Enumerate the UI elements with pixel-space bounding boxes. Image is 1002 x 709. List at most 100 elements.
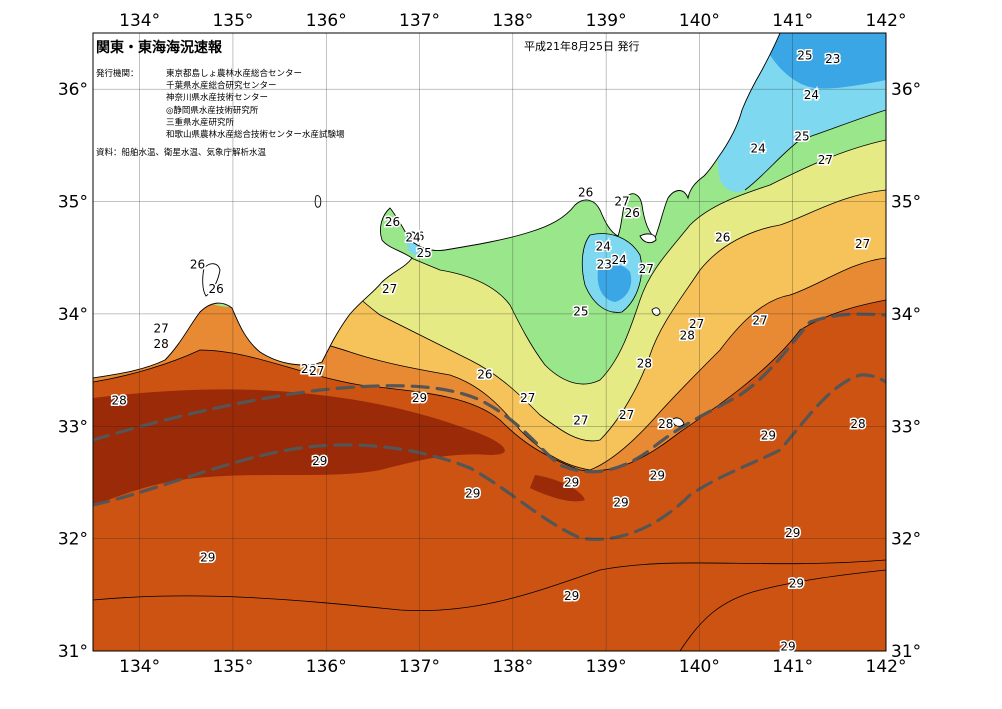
isotherm-value-label: 27: [752, 314, 767, 328]
isotherm-value-label: 27: [689, 317, 704, 331]
island: [639, 233, 657, 244]
lat-label-left: 31°: [58, 642, 88, 662]
sst-30-zone: [530, 475, 585, 502]
isotherm-value-label: 27: [520, 391, 535, 405]
isotherm-value-label: 28: [658, 417, 673, 431]
lon-label-bottom: 142°: [866, 657, 907, 677]
isotherm-value-label: 29: [761, 428, 776, 442]
isotherm-value-label: 24: [596, 239, 611, 253]
issuer-name: 千葉県水産総合研究センター: [166, 81, 277, 92]
isotherm-value-label: 29: [564, 475, 579, 489]
lon-label-top: 139°: [586, 11, 627, 31]
isotherm-value-label: 29: [785, 526, 800, 540]
lon-label-bottom: 134°: [119, 657, 160, 677]
isotherm-value-label: 29: [780, 640, 795, 654]
isotherm-value-label: 25: [794, 129, 809, 143]
lon-label-bottom: 135°: [212, 657, 253, 677]
axis-labels: 134° 134° 135° 135° 136° 136° 137° 137° 138° 138°…: [58, 11, 921, 677]
lat-label-right: 31°: [891, 642, 921, 662]
isotherm-value-label: 29: [465, 487, 480, 501]
isotherm-value-label: 28: [850, 417, 865, 431]
isotherm-value-label: 26: [409, 229, 424, 243]
isotherm-value-label: 27: [573, 414, 588, 428]
lon-label-top: 135°: [212, 11, 253, 31]
lon-label-bottom: 137°: [399, 657, 440, 677]
isotherm-value-label: 27: [818, 153, 833, 167]
lon-label-bottom: 139°: [586, 657, 627, 677]
lon-label-top: 134°: [119, 11, 160, 31]
issuer-label: 発行機関：: [96, 69, 139, 79]
isotherm-value-label: 26: [385, 215, 400, 229]
isotherm-value-label: 27: [855, 237, 870, 251]
issuer-name: 神奈川県水産技術センター: [166, 93, 269, 104]
isotherm-value-label: 29: [613, 496, 628, 510]
isotherm-value-label: 27: [619, 408, 634, 422]
isotherm-value-label: 29: [312, 454, 327, 468]
issuer-name: 東京都島しょ農林水産総合センター: [166, 69, 303, 79]
isotherm-value-label: 25: [797, 48, 812, 62]
lat-label-right: 35°: [891, 193, 921, 213]
isotherm-value-label: 26: [715, 231, 730, 245]
isotherm-value-label: 27: [309, 364, 324, 378]
lon-label-top: 136°: [306, 11, 347, 31]
isotherm-value-label: 25: [573, 305, 588, 319]
isotherm-value-label: 27: [153, 322, 168, 336]
lon-label-bottom: 140°: [679, 657, 720, 677]
lon-label-top: 140°: [679, 11, 720, 31]
temperature-field: [93, 33, 886, 651]
lon-label-top: 142°: [866, 11, 907, 31]
isotherm-value-label: 25: [417, 246, 432, 260]
isotherm-value-label: 26: [625, 206, 640, 220]
lat-label-left: 34°: [58, 305, 88, 325]
island: [671, 417, 685, 427]
isotherm-value-label: 24: [612, 253, 627, 267]
lat-lon-grid: [93, 33, 886, 651]
lat-label-left: 32°: [58, 530, 88, 550]
lon-label-bottom: 141°: [772, 657, 813, 677]
issuer-name: 三重県水産研究所: [166, 117, 235, 128]
lon-label-top: 141°: [772, 11, 813, 31]
issuer-info: 発行機関： 東京都島しょ農林水産総合センター 千葉県水産総合研究センター 神奈川…: [96, 68, 345, 159]
map-frame: [92, 32, 887, 652]
isotherm-value-label: 29: [650, 469, 665, 483]
isotherm-value-label: 28: [111, 393, 126, 407]
sst-23-zone: [760, 33, 886, 89]
issuer-name: 和歌山県農林水産総合技術センター水産試験場: [166, 130, 345, 141]
lon-label-top: 137°: [399, 11, 440, 31]
honshu-land: [93, 33, 781, 379]
land: [93, 33, 781, 427]
isotherm-value-label: 26: [301, 362, 316, 376]
awaji-island: [202, 263, 221, 297]
issuer-name: ◎静岡県水産技術研究所: [166, 105, 259, 116]
isotherm-lines: [93, 109, 886, 651]
isotherm-value-label: 23: [597, 257, 612, 271]
isotherm-value-label: 26: [209, 282, 224, 296]
isotherm-value-label: 29: [412, 391, 427, 405]
issue-date: 平成21年8月25日 発行: [524, 40, 640, 53]
lat-label-right: 32°: [891, 530, 921, 550]
lon-label-top: 138°: [492, 11, 533, 31]
isotherm-value-label: 24: [751, 142, 766, 156]
lat-label-left: 35°: [58, 193, 88, 213]
isotherm-value-label: 29: [564, 589, 579, 603]
lat-label-right: 33°: [891, 417, 921, 437]
lat-label-right: 34°: [891, 305, 921, 325]
isotherm-value-label: 23: [825, 52, 840, 66]
map-title: 関東・東海海況速報: [96, 40, 222, 56]
lat-label-left: 33°: [58, 417, 88, 437]
isotherm-value-label: 26: [578, 186, 593, 200]
isotherm-value-label: 27: [614, 195, 629, 209]
lon-label-bottom: 136°: [306, 657, 347, 677]
isotherm-value-label: 24: [405, 231, 420, 245]
isotherm-value-label: 26: [477, 368, 492, 382]
isotherm-value-label: 27: [382, 282, 397, 296]
data-sources: 資料：船舶水温、衛星水温、気象庁解析水温: [96, 148, 267, 159]
isotherm-value-label: 28: [637, 356, 652, 370]
isotherm-value-label: 28: [680, 328, 695, 342]
lat-label-left: 36°: [58, 80, 88, 100]
isotherm-value-label: 27: [639, 262, 654, 276]
isotherm-value-label: 29: [200, 551, 215, 565]
lat-label-right: 36°: [891, 80, 921, 100]
isotherm-value-label: 28: [153, 337, 168, 351]
